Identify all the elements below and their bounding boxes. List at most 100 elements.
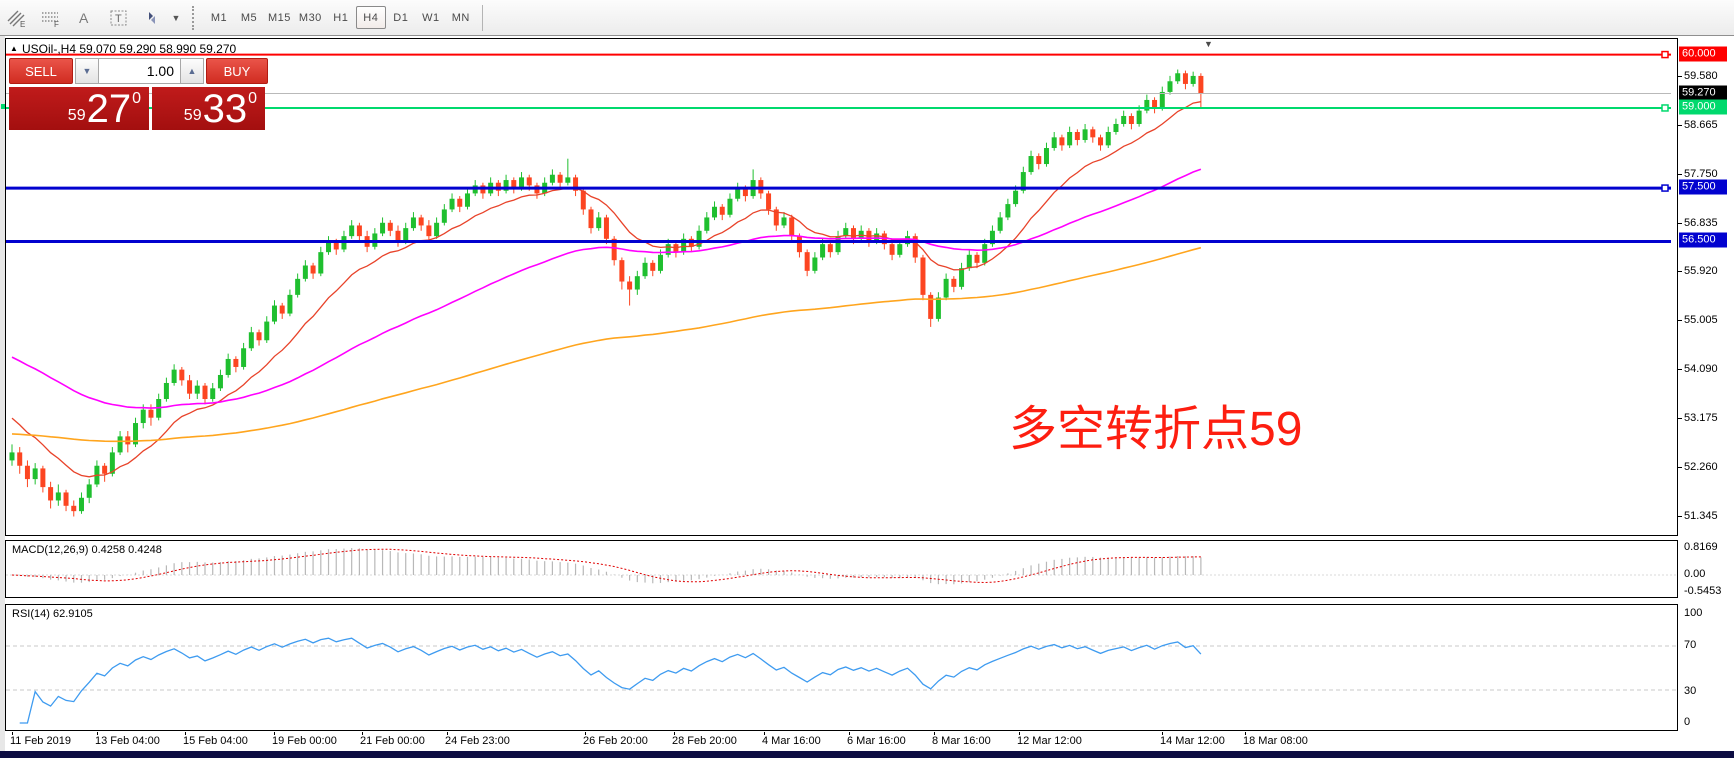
macd-indicator-panel[interactable]: MACD(12,26,9) 0.4258 0.4248	[5, 540, 1678, 598]
time-tick-mark	[849, 732, 850, 735]
text-box-icon: T	[110, 10, 127, 25]
chart-text-annotation: 多空转折点59	[1009, 403, 1303, 456]
timeframe-button-H4[interactable]: H4	[355, 6, 386, 29]
timeframe-button-D1[interactable]: D1	[393, 11, 409, 24]
candle-body	[310, 265, 316, 274]
arrange-objects-tool-button[interactable]	[137, 4, 169, 31]
buy-button[interactable]: BUY	[206, 58, 268, 84]
svg-text:E: E	[20, 20, 25, 28]
sell-price-tile[interactable]: 59 27 0	[9, 87, 149, 130]
price-tick-mark	[1678, 124, 1682, 126]
time-tick-label: 12 Mar 12:00	[1017, 735, 1082, 747]
title-collapse-arrow-icon[interactable]: ▲	[10, 44, 18, 53]
candle-body	[704, 217, 710, 231]
timeframe-button-M1[interactable]: M1	[210, 11, 228, 24]
volume-input[interactable]	[99, 58, 180, 84]
timeframe-button-M15[interactable]: M15	[268, 11, 291, 24]
candle-body	[727, 198, 733, 215]
candle-body	[1013, 190, 1019, 205]
candle-body	[1028, 156, 1034, 173]
sell-price-pips: 27	[86, 86, 132, 131]
rsi-indicator-panel[interactable]: RSI(14) 62.9105	[5, 604, 1678, 731]
timeframe-button-M30[interactable]: M30	[298, 11, 322, 24]
price-tick-label: 51.345	[1684, 509, 1718, 522]
price-tick-label: 57.750	[1684, 167, 1718, 180]
price-axis[interactable]: 59.580 58.665 57.750 56.835 55.920 55.005 54.0…	[1678, 38, 1734, 751]
candle-body	[1152, 99, 1158, 108]
candle-body	[202, 385, 208, 400]
toolbar-drag-handle[interactable]	[192, 5, 198, 30]
candle-body	[24, 465, 30, 480]
candle-body	[951, 278, 957, 287]
candle-body	[1136, 110, 1142, 124]
candle-body	[1051, 137, 1057, 149]
price-tick-mark	[1678, 320, 1682, 322]
indicators-hatch-tool-button[interactable]: E	[1, 4, 33, 31]
sell-button[interactable]: SELL	[9, 58, 73, 84]
chart-shift-marker-icon: ▼	[1204, 39, 1213, 49]
candle-body	[997, 217, 1003, 231]
timeframe-button-MN[interactable]: MN	[451, 11, 470, 24]
candle-body	[179, 369, 185, 381]
candle-body	[464, 193, 470, 207]
volume-decrease-button[interactable]: ▼	[75, 58, 99, 84]
macd-axis-label: 0.00	[1684, 568, 1706, 580]
time-tick-label: 24 Feb 23:00	[445, 735, 510, 747]
textbox-tool-button[interactable]: T	[103, 4, 135, 31]
time-tick-mark	[447, 732, 448, 735]
hatch-icon: E	[7, 10, 25, 28]
grid-tool-button[interactable]: F	[35, 4, 67, 31]
candle-body	[1090, 129, 1096, 138]
candle-body	[827, 244, 833, 253]
candle-body	[264, 321, 270, 341]
candle-body	[1043, 148, 1049, 165]
candle-body	[850, 228, 856, 239]
candle-body	[410, 217, 416, 229]
rsi-line	[19, 637, 1202, 724]
candle-body	[1036, 156, 1042, 165]
price-tick-label: 53.175	[1684, 412, 1718, 425]
time-axis[interactable]: 11 Feb 2019 13 Feb 04:00 15 Feb 04:00 19 Fe…	[5, 732, 1678, 751]
candle-body	[665, 244, 671, 255]
sell-price-whole: 59	[67, 107, 86, 124]
candle-body	[820, 244, 826, 258]
price-badge-60.000: 60.000	[1679, 46, 1727, 62]
candle-body	[163, 382, 169, 400]
candle-body	[1198, 75, 1204, 94]
timeframe-button-M5[interactable]: M5	[240, 11, 258, 24]
main-chart-panel[interactable]: ▲ USOil-,H4 59.070 59.290 58.990 59.270 …	[5, 38, 1678, 536]
macd-label: MACD(12,26,9) 0.4258 0.4248	[12, 544, 162, 556]
candle-body	[511, 180, 517, 189]
chart-title: USOil-,H4 59.070 59.290 58.990 59.270	[22, 42, 236, 56]
candlestick-chart-canvas[interactable]	[6, 39, 1677, 535]
candle-body	[804, 252, 810, 271]
buy-price-tile[interactable]: 59 33 0	[152, 87, 265, 130]
rsi-axis-label: 0	[1684, 716, 1691, 728]
label-tool-button[interactable]: A	[69, 4, 101, 31]
candle-body	[318, 252, 324, 274]
dropdown-caret-icon[interactable]: ▼	[171, 12, 181, 23]
level-line-marker	[1661, 104, 1669, 112]
candle-body	[171, 369, 177, 383]
candle-body	[194, 385, 200, 394]
candle-body	[248, 332, 254, 349]
candle-body	[233, 358, 239, 367]
macd-canvas[interactable]	[6, 541, 1677, 597]
price-tick-label: 55.005	[1684, 314, 1718, 327]
timeframe-button-H1[interactable]: H1	[333, 11, 349, 24]
time-tick-label: 14 Mar 12:00	[1160, 735, 1225, 747]
candle-body	[78, 497, 84, 512]
candle-body	[187, 380, 193, 394]
timeframe-button-W1[interactable]: W1	[422, 11, 440, 24]
time-tick-label: 11 Feb 2019	[10, 735, 71, 747]
ohlc-values-label: 59.070 59.290 58.990 59.270	[79, 42, 237, 56]
candle-body	[1067, 132, 1073, 146]
time-tick-mark	[185, 732, 186, 735]
candle-body	[434, 222, 440, 237]
timeframe-group: M1 M5 M15 M30 H1 H4 D1 W1 MN	[204, 6, 476, 29]
rsi-canvas[interactable]	[6, 605, 1677, 730]
candle-body	[603, 217, 609, 239]
volume-increase-button[interactable]: ▲	[180, 58, 204, 84]
candle-body	[449, 198, 455, 210]
candle-body	[287, 294, 293, 314]
